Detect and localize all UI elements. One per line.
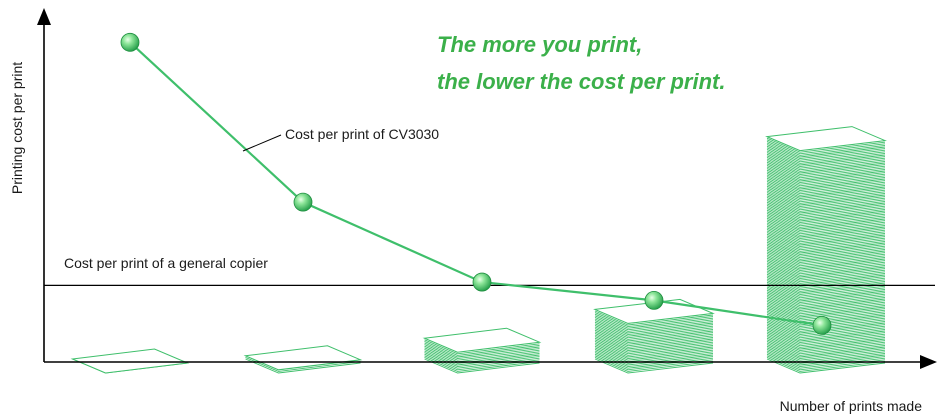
marker-point-2 [293,192,313,212]
marker-point-3 [472,272,492,292]
reference-line-label: Cost per print of a general copier [64,255,268,271]
paper-stack-5 [765,126,887,374]
headline-line-2: the lower the cost per print. [437,69,725,94]
paper-stack-2 [243,345,363,374]
paper-stacks [70,126,887,374]
paper-stack-1 [70,348,190,374]
series-label: Cost per print of CV3030 [285,126,439,142]
series-markers [120,32,832,335]
x-axis-label: Number of prints made [780,398,923,414]
paper-stack-3 [422,327,542,374]
x-axis-arrow [920,355,937,369]
y-axis-label: Printing cost per print [9,62,25,194]
headline-line-1: The more you print, [437,32,642,57]
marker-point-5 [812,315,832,335]
series-leader-line [242,134,282,152]
marker-point-1 [120,32,140,52]
y-axis-arrow [37,8,51,25]
marker-point-4 [644,290,664,310]
